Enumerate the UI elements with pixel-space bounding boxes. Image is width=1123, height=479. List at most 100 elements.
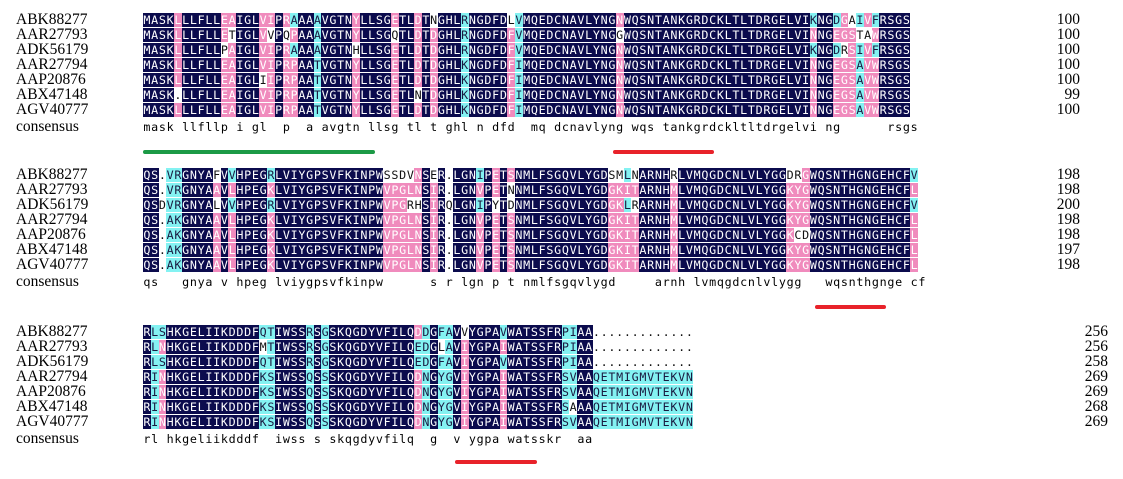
residue-cell: E — [778, 58, 787, 72]
residue-cell: G — [329, 58, 337, 72]
residue-cell: F — [507, 58, 515, 72]
residue-cell: P — [484, 228, 492, 242]
residue-cell: D — [414, 325, 422, 339]
residue-cell: K — [259, 385, 267, 399]
residue-cell: F — [507, 43, 515, 57]
residue-cell: L — [189, 28, 198, 42]
residue-cell: L — [406, 183, 415, 197]
residue-cell: Y — [468, 325, 477, 339]
residue-cell: N — [732, 198, 740, 212]
residue-cell: R — [553, 340, 562, 354]
residue-cell: A — [569, 400, 577, 414]
residue-cell: S — [887, 58, 895, 72]
residue-cell: D — [414, 385, 422, 399]
residue-cell: N — [561, 58, 570, 72]
residue-cell: G — [894, 43, 903, 57]
residue-cell: N — [832, 168, 841, 182]
residue-cell: D — [701, 103, 709, 117]
residue-cell: D — [243, 370, 252, 384]
residue-cell: I — [212, 415, 221, 429]
residue-cell: T — [336, 58, 345, 72]
residue-cell: L — [251, 13, 260, 27]
residue-cell: D — [236, 370, 244, 384]
residue-cell: N — [468, 168, 477, 182]
residue-cell: F — [507, 88, 515, 102]
residue-cell: Q — [530, 73, 539, 87]
consensus-residue: n — [569, 120, 577, 134]
sequence-name: AAP20876 — [16, 71, 86, 88]
consensus-residue: v — [577, 275, 585, 289]
consensus-residue: t — [507, 275, 515, 289]
residue-cell: S — [329, 355, 337, 369]
residue-cell: L — [398, 415, 407, 429]
residue-cell: Y — [592, 58, 601, 72]
residue-cell: R — [840, 43, 849, 57]
residue-cell: A — [639, 243, 647, 257]
residue-cell: D — [546, 43, 554, 57]
residue-cell: D — [484, 43, 492, 57]
consensus-residue: f — [918, 275, 926, 289]
residue-cell: I — [274, 355, 283, 369]
residue-cell: D — [360, 385, 368, 399]
residue-cell: Y — [584, 243, 593, 257]
residue-cell: G — [329, 13, 337, 27]
residue-cell: E — [251, 213, 260, 227]
residue-cell: C — [708, 103, 717, 117]
residue-cell: V — [282, 258, 291, 272]
residue-cell: G — [840, 103, 849, 117]
residue-cell: I — [515, 73, 523, 87]
residue-cell: I — [623, 228, 632, 242]
residue-cell: K — [336, 325, 345, 339]
residue-cell: N — [732, 168, 740, 182]
green-motif-underline — [143, 150, 375, 154]
residue-cell: T — [522, 415, 531, 429]
residue-cell: N — [414, 243, 422, 257]
residue-cell: L — [360, 13, 368, 27]
residue-cell: G — [801, 243, 810, 257]
residue-cell: E — [189, 370, 198, 384]
residue-cell: N — [422, 370, 430, 384]
residue-cell: I — [212, 385, 221, 399]
consensus-residue: q — [569, 275, 577, 289]
residue-cell: V — [329, 243, 337, 257]
residue-cell: N — [646, 103, 655, 117]
residue-cell: H — [887, 168, 895, 182]
residue-cell: P — [274, 103, 283, 117]
residue-cell: E — [778, 103, 787, 117]
residue-cell: I — [623, 243, 632, 257]
consensus-residue: k — [220, 432, 228, 446]
residue-cell: H — [414, 198, 422, 212]
residue-cell: N — [468, 28, 477, 42]
residue-cell: S — [639, 58, 647, 72]
residue-cell: P — [367, 183, 376, 197]
residue-cell: V — [677, 385, 686, 399]
residue-cell: I — [429, 228, 438, 242]
residue-cell: I — [205, 385, 213, 399]
residue-cell: P — [484, 168, 492, 182]
residue-cell: G — [429, 325, 438, 339]
consensus-residue: f — [546, 275, 554, 289]
residue-cell: F — [197, 13, 205, 27]
consensus-residue: d — [236, 432, 244, 446]
consensus-residue — [903, 275, 911, 289]
consensus-residue — [593, 432, 601, 446]
residue-cell: Y — [592, 88, 601, 102]
residue-cell: A — [150, 58, 159, 72]
residue-cell: G — [476, 325, 484, 339]
residue-cell: T — [267, 325, 275, 339]
residue-cell: G — [437, 103, 446, 117]
residue-cell: G — [770, 28, 779, 42]
residue-cell: V — [375, 355, 384, 369]
residue-cell: I — [429, 198, 438, 212]
residue-cell: I — [205, 355, 213, 369]
residue-cell: R — [305, 340, 314, 354]
residue-cell: K — [460, 88, 469, 102]
residue-cell: G — [894, 28, 903, 42]
residue-cell: A — [584, 400, 593, 414]
residue-cell: T — [608, 370, 616, 384]
residue-cell: S — [267, 385, 275, 399]
consensus-residue: a — [577, 120, 585, 134]
residue-cell: Q — [143, 243, 151, 257]
